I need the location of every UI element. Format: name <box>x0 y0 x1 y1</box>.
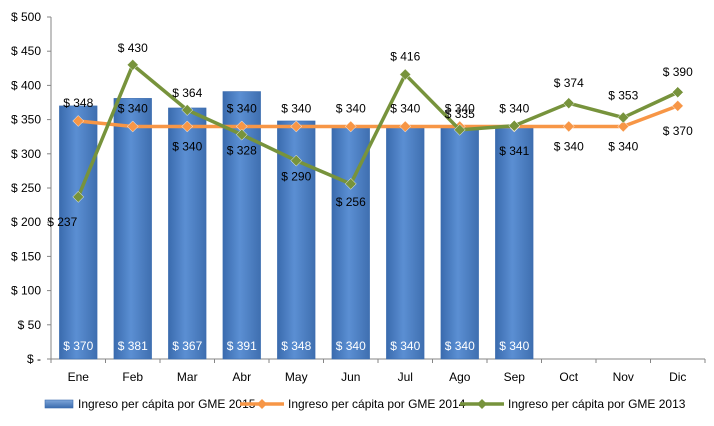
x-tick-label: Jul <box>398 370 413 384</box>
bar <box>440 126 479 360</box>
line-data-label: $ 390 <box>663 65 693 79</box>
line-point <box>508 119 521 132</box>
line-data-labels: $ 348 $ 340 $ 340 $ 340 $ 340 $ 340 $ 340 $ 340… <box>47 41 693 229</box>
x-tick-label: Nov <box>613 370 634 384</box>
line-data-label: $ 374 <box>554 76 584 90</box>
line-data-label: $ 430 <box>118 41 148 55</box>
y-tick-label: $ 500 <box>11 10 41 24</box>
bar <box>59 105 98 360</box>
line-point <box>344 178 357 190</box>
bar-data-label: $ 348 <box>281 339 311 353</box>
y-tick-label: $ 150 <box>11 249 41 263</box>
line-point <box>72 191 85 203</box>
line-point <box>344 120 357 133</box>
line-point <box>399 120 412 133</box>
x-tick-label: Ene <box>68 370 90 384</box>
line-data-label: $ 335 <box>445 107 475 121</box>
legend-label: Ingreso per cápita por GME 2013 <box>508 397 686 411</box>
line-point <box>671 86 684 99</box>
y-tick-label: $ 300 <box>11 147 41 161</box>
x-tick-label: Sep <box>504 370 526 384</box>
line-point <box>562 97 575 110</box>
line-point <box>562 120 575 133</box>
bar <box>386 126 425 360</box>
x-tick-label: Abr <box>232 370 251 384</box>
axes: $ - $ 50 $ 100 $ 150 $ 200 $ 250 $ 300 $ 350 $ 4… <box>11 10 706 384</box>
y-tick-label: $ 200 <box>11 215 41 229</box>
line-point <box>399 68 412 81</box>
x-tick-label: Feb <box>122 370 143 384</box>
bar-data-label: $ 340 <box>336 339 366 353</box>
line-point <box>290 120 303 133</box>
y-tick-label: $ 50 <box>18 318 42 332</box>
line-data-label: $ 340 <box>390 101 420 115</box>
line-data-label: $ 348 <box>63 96 93 110</box>
bar-data-label: $ 381 <box>118 339 148 353</box>
line-data-label: $ 340 <box>554 139 584 153</box>
bar-data-label: $ 391 <box>227 339 257 353</box>
line-data-label: $ 340 <box>608 139 638 153</box>
bar <box>331 126 370 360</box>
line-data-label: $ 364 <box>172 86 202 100</box>
series-line <box>76 63 679 198</box>
legend-label: Ingreso per cápita por GME 2015 <box>78 397 256 411</box>
x-tick-label: May <box>285 370 308 384</box>
y-tick-label: $ 250 <box>11 181 41 195</box>
line-data-label: $ 340 <box>118 101 148 115</box>
line-data-label: $ 328 <box>227 144 257 158</box>
legend-swatch-marker <box>477 399 487 409</box>
line-series <box>72 59 684 203</box>
bar-data-label: $ 340 <box>445 339 475 353</box>
line-data-label: $ 341 <box>499 144 529 158</box>
bar <box>113 98 152 360</box>
line-data-label: $ 237 <box>47 215 77 229</box>
bar-data-label: $ 340 <box>390 339 420 353</box>
line-data-label: $ 340 <box>227 101 257 115</box>
y-tick-label: $ 450 <box>11 44 41 58</box>
legend-swatch-marker <box>257 399 267 409</box>
legend-swatch-bar <box>44 399 74 409</box>
y-tick-label: $ 350 <box>11 113 41 127</box>
line-point <box>181 104 194 116</box>
line-point <box>453 124 466 136</box>
line-point <box>235 128 248 141</box>
y-tick-label: $ - <box>27 352 41 366</box>
line-data-label: $ 340 <box>336 101 366 115</box>
y-tick-label: $ 400 <box>11 78 41 92</box>
x-tick-label: Dic <box>669 370 686 384</box>
line-data-label: $ 353 <box>608 89 638 103</box>
legend: Ingreso per cápita por GME 2015 Ingreso p… <box>44 397 686 411</box>
line-point <box>671 100 684 112</box>
line-point <box>126 120 139 133</box>
bar <box>495 126 534 360</box>
line-point <box>181 120 194 133</box>
line-point <box>617 120 630 133</box>
x-tick-label: Mar <box>177 370 198 384</box>
bar-data-labels: $ 370 $ 381 $ 367 $ 391 $ 348 $ 340 $ 340 $ 340… <box>63 339 529 353</box>
x-tick-label: Ago <box>449 370 471 384</box>
line-data-label: $ 340 <box>445 101 475 115</box>
bar-data-label: $ 367 <box>172 339 202 353</box>
line-point <box>72 115 85 127</box>
bar-data-label: $ 340 <box>499 339 529 353</box>
y-tick-label: $ 100 <box>11 284 41 298</box>
line-data-label: $ 340 <box>281 101 311 115</box>
bar-series <box>59 91 534 360</box>
line-point <box>290 154 303 167</box>
line-data-label: $ 416 <box>390 49 420 63</box>
bar-data-label: $ 370 <box>63 339 93 353</box>
line-data-label: $ 370 <box>663 124 693 138</box>
line-point <box>617 111 630 124</box>
line-data-label: $ 256 <box>336 195 366 209</box>
x-tick-label: Jun <box>341 370 360 384</box>
legend-label: Ingreso per cápita por GME 2014 <box>288 397 466 411</box>
line-data-label: $ 340 <box>499 101 529 115</box>
line-data-label: $ 340 <box>172 139 202 153</box>
x-tick-label: Oct <box>559 370 578 384</box>
line-data-label: $ 290 <box>281 170 311 184</box>
line-point <box>126 59 139 71</box>
